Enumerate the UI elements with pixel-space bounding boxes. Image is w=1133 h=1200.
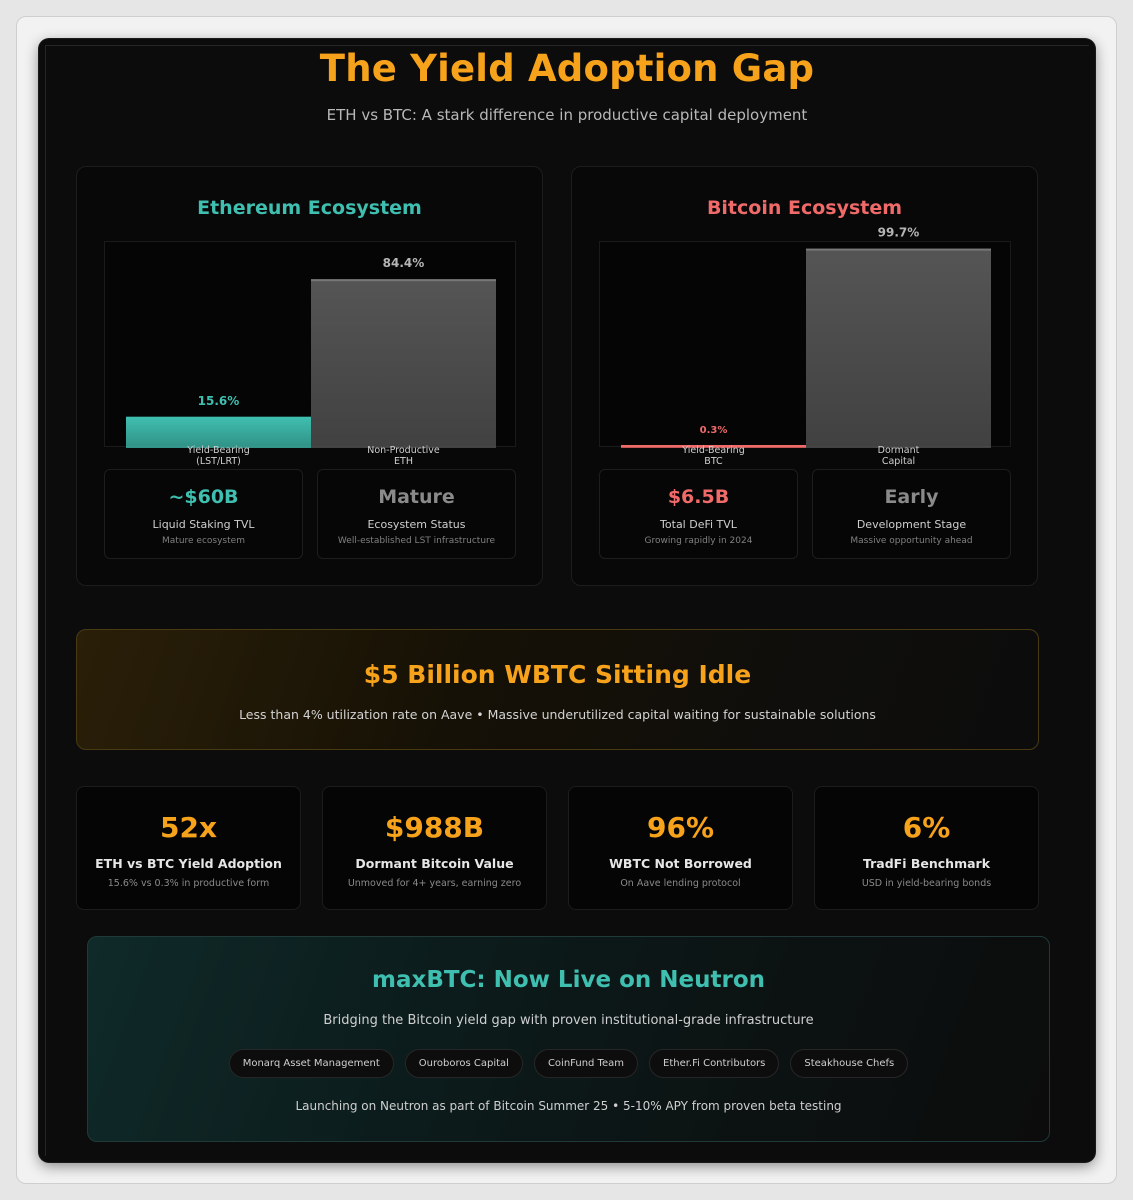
btc-bar-top-edge-0 (621, 445, 806, 447)
metric-value: $988B (384, 811, 485, 844)
btc-bar-1 (806, 248, 991, 448)
eth-bar-0 (126, 416, 311, 448)
partner-list: Monarq Asset Management Ouroboros Capita… (88, 1049, 1049, 1078)
metric-subtext: 15.6% vs 0.3% in productive form (107, 878, 270, 889)
stat-label: Ecosystem Status (367, 518, 466, 531)
maxbtc-footer: Launching on Neutron as part of Bitcoin … (295, 1099, 842, 1113)
btc-stat-tvl: $6.5B Total DeFi TVL Growing rapidly in … (599, 469, 798, 559)
ethereum-card-title: Ethereum Ecosystem (197, 197, 422, 219)
page-title: The Yield Adoption Gap (319, 47, 815, 90)
stat-subtext: Well-established LST infrastructure (337, 536, 496, 546)
metric-value: 6% (902, 811, 951, 844)
stat-subtext: Growing rapidly in 2024 (644, 536, 753, 546)
maxbtc-title: maxBTC: Now Live on Neutron (372, 967, 765, 993)
maxbtc-announcement: maxBTC: Now Live on Neutron Bridging the… (87, 936, 1050, 1142)
eth-value-label-1: 84.4% (383, 256, 425, 270)
btc-category-line: Capital (881, 456, 916, 467)
stat-label: Total DeFi TVL (660, 518, 737, 531)
bitcoin-bar-chart: 0.3% 99.7% Yield-Bearing BTC Dormant Capital (599, 226, 1011, 467)
page-subtitle: ETH vs BTC: A stark difference in produc… (326, 106, 808, 124)
eth-bar-top-edge-1 (311, 279, 496, 282)
btc-value-label-0: 0.3% (700, 425, 728, 436)
eth-stat-status: Mature Ecosystem Status Well-established… (317, 469, 516, 559)
eth-category-line: ETH (394, 456, 413, 467)
stat-value: $6.5B (667, 486, 730, 508)
partner-pill: Steakhouse Chefs (790, 1049, 909, 1078)
metric-card-yield-adoption: 52x ETH vs BTC Yield Adoption 15.6% vs 0… (76, 786, 301, 910)
stat-subtext: Massive opportunity ahead (850, 536, 973, 546)
partner-pill: CoinFund Team (533, 1049, 638, 1078)
eth-chart-svg: 15.6% 84.4% (126, 256, 496, 448)
btc-stat-stage: Early Development Stage Massive opportun… (812, 469, 1011, 559)
idle-banner-subtitle: Less than 4% utilization rate on Aave • … (239, 707, 876, 722)
stat-subtext: Mature ecosystem (162, 536, 245, 546)
metric-label: TradFi Benchmark (862, 856, 991, 871)
partner-pill: Ether.Fi Contributors (649, 1049, 780, 1078)
metric-card-dormant-value: $988B Dormant Bitcoin Value Unmoved for … (322, 786, 547, 910)
partner-pill: Monarq Asset Management (228, 1049, 394, 1078)
eth-bar-top-edge-0 (126, 416, 311, 419)
metric-value: 52x (159, 811, 218, 844)
eth-stat-tvl: ~$60B Liquid Staking TVL Mature ecosyste… (104, 469, 303, 559)
wbtc-idle-banner: $5 Billion WBTC Sitting Idle Less than 4… (76, 629, 1039, 750)
eth-value-label-0: 15.6% (198, 394, 240, 408)
stat-label: Liquid Staking TVL (152, 518, 255, 531)
dashboard-panel: The Yield Adoption Gap ETH vs BTC: A sta… (39, 39, 1095, 1162)
metric-card-tradfi-benchmark: 6% TradFi Benchmark USD in yield-bearing… (814, 786, 1039, 910)
btc-category-label-0: Yield-Bearing BTC (639, 445, 789, 467)
metric-subtext: USD in yield-bearing bonds (861, 878, 992, 889)
eth-bar-1 (311, 279, 496, 448)
btc-category-line: Dormant (877, 445, 920, 456)
stat-value: Mature (378, 486, 455, 508)
btc-category-line: BTC (704, 456, 723, 467)
ethereum-ecosystem-card: Ethereum Ecosystem 15.6% 84.4% Yield-Beari… (76, 166, 543, 586)
metric-subtext: Unmoved for 4+ years, earning zero (347, 878, 522, 889)
bitcoin-card-title: Bitcoin Ecosystem (706, 197, 903, 219)
eth-category-label-1: Non-Productive ETH (329, 445, 479, 467)
stat-value: ~$60B (168, 486, 239, 508)
metric-label: WBTC Not Borrowed (609, 856, 752, 871)
ethereum-bar-chart: 15.6% 84.4% Yield-Bearing (LST/LRT) Non-Prod… (104, 241, 516, 467)
maxbtc-subtitle: Bridging the Bitcoin yield gap with prov… (323, 1013, 814, 1028)
idle-banner-title: $5 Billion WBTC Sitting Idle (363, 660, 752, 689)
metric-label: ETH vs BTC Yield Adoption (95, 856, 282, 871)
stat-label: Development Stage (856, 518, 967, 531)
partner-pill: Ouroboros Capital (404, 1049, 523, 1078)
eth-category-line: Yield-Bearing (187, 445, 250, 456)
bitcoin-ecosystem-card: Bitcoin Ecosystem 0.3% 99.7% Yield-Bearing… (571, 166, 1038, 586)
metric-card-wbtc-not-borrowed: 96% WBTC Not Borrowed On Aave lending pr… (568, 786, 793, 910)
metric-subtext: On Aave lending protocol (620, 878, 741, 889)
eth-category-line: (LST/LRT) (196, 456, 241, 467)
metric-value: 96% (646, 811, 715, 844)
metric-label: Dormant Bitcoin Value (355, 856, 514, 871)
btc-value-label-1: 99.7% (878, 226, 920, 240)
btc-chart-svg: 0.3% 99.7% (621, 226, 991, 448)
btc-category-label-1: Dormant Capital (824, 445, 974, 467)
eth-category-label-0: Yield-Bearing (LST/LRT) (144, 445, 294, 467)
btc-bar-top-edge-1 (806, 248, 991, 251)
btc-category-line: Yield-Bearing (682, 445, 745, 456)
eth-category-line: Non-Productive (367, 445, 440, 456)
stat-value: Early (884, 486, 939, 508)
